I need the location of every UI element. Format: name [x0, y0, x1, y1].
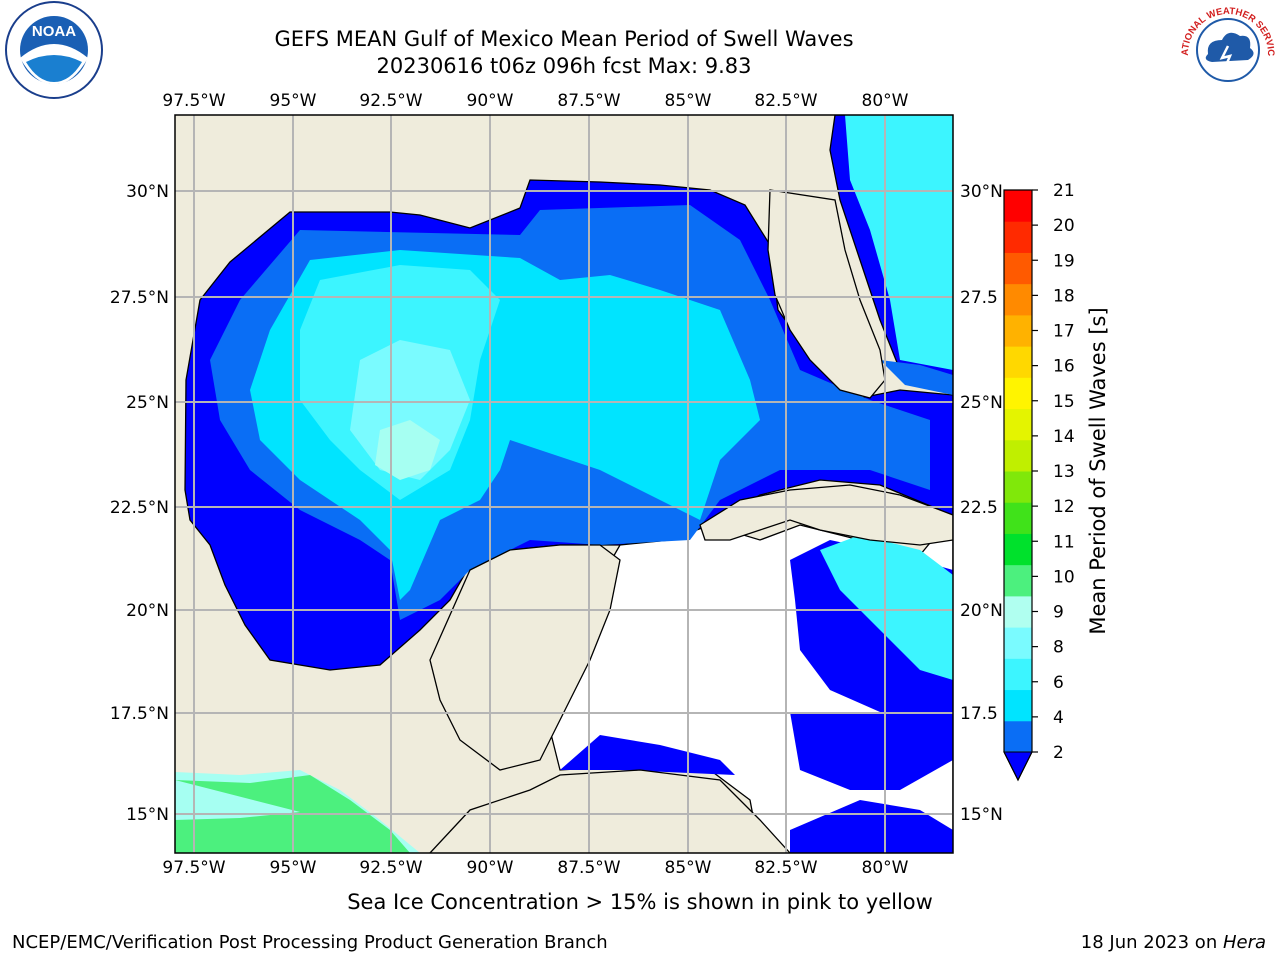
footer-host: Hera	[1222, 932, 1266, 953]
lat-tick-label-left: 20°N	[126, 601, 169, 621]
colorbar-tick-label: 6	[1053, 673, 1064, 693]
honduras-blue	[560, 735, 735, 775]
nws-logo: NATIONAL WEATHER SERVICE	[1178, 2, 1276, 96]
caribbean-cyan	[820, 535, 953, 680]
atlantic-cyan-2	[880, 360, 953, 395]
lon-tick-label-top: 97.5°W	[162, 91, 225, 111]
sea-ice-note-text: Sea Ice Concentration > 15% is shown in …	[347, 890, 933, 914]
lon-tick-label-bottom: 97.5°W	[162, 858, 225, 878]
map-frame	[174, 114, 954, 854]
lat-tick-label-left: 15°N	[126, 805, 169, 825]
lon-tick-label-bottom: 85°W	[665, 858, 712, 878]
caribbean-blue-south	[790, 712, 953, 790]
colorbar-extend-triangle	[1003, 751, 1033, 782]
lon-tick-label-top: 92.5°W	[359, 91, 422, 111]
colorbar-tick-label: 20	[1053, 216, 1075, 236]
colorbar-tick-label: 4	[1053, 708, 1064, 728]
lat-tick-label-right: 15°N	[960, 805, 1003, 825]
colorbar-tick-label: 15	[1053, 392, 1075, 412]
colorbar-tick-label: 13	[1053, 462, 1075, 482]
lon-tick-label-bottom: 90°W	[467, 858, 514, 878]
colorbar-segment	[1004, 346, 1032, 378]
colorbar-segment	[1004, 502, 1032, 534]
lon-tick-label-top: 82.5°W	[754, 91, 817, 111]
footer-credit: NCEP/EMC/Verification Post Processing Pr…	[12, 932, 608, 953]
colorbar-tick-label: 14	[1053, 427, 1075, 447]
colorbar-segment	[1004, 314, 1032, 347]
colorbar-frame	[1003, 189, 1033, 782]
colorbar-ticks: 21 20 19 18 17 16 15 14 13 12 11 10 9 8 6 4 2	[1032, 181, 1075, 763]
footer-date: 18 Jun 2023 on Hera	[1081, 932, 1266, 953]
lat-tick-label-right: 17.5	[960, 704, 998, 724]
lon-labels-top: 97.5°W 95°W 92.5°W 90°W 87.5°W 85°W 82.5°W 80°W	[162, 91, 908, 111]
lat-tick-label-left: 22.5°N	[110, 498, 169, 518]
colorbar-segment	[1004, 377, 1032, 410]
colorbar-tick-label: 18	[1053, 286, 1075, 306]
colorbar-segment	[1004, 283, 1032, 316]
lat-tick-label-right: 25°N	[960, 393, 1003, 413]
colorbar-tick-label: 12	[1053, 497, 1075, 517]
colorbar-tick-label: 8	[1053, 638, 1064, 658]
noaa-logo-text: NOAA	[32, 23, 76, 40]
colorbar-segment	[1004, 471, 1032, 503]
colorbar-segment	[1004, 533, 1032, 566]
lon-tick-label-bottom: 95°W	[270, 858, 317, 878]
cuba-land	[699, 484, 953, 546]
chart-title: GEFS MEAN Gulf of Mexico Mean Period of …	[274, 27, 854, 51]
lon-tick-label-top: 80°W	[862, 91, 909, 111]
lat-tick-label-left: 17.5°N	[110, 704, 169, 724]
colorbar-tick-label: 16	[1053, 357, 1075, 377]
lon-tick-label-bottom: 87.5°W	[557, 858, 620, 878]
colorbar-tick-label: 10	[1053, 567, 1075, 587]
atlantic-cyan	[845, 115, 953, 370]
colorbar-segment	[1004, 720, 1032, 753]
colorbar-segment	[1004, 221, 1032, 253]
colorbar-segment	[1004, 658, 1032, 691]
colorbar-segment	[1004, 564, 1032, 597]
colorbar-tick-label: 11	[1053, 532, 1075, 552]
lat-tick-label-right: 27.5	[960, 288, 998, 308]
colorbar-tick-label: 17	[1053, 322, 1075, 342]
map-area	[175, 115, 953, 853]
lon-tick-label-top: 90°W	[467, 91, 514, 111]
colorbar-segment	[1004, 408, 1032, 441]
lon-tick-label-top: 87.5°W	[557, 91, 620, 111]
lat-tick-label-left: 30°N	[126, 182, 169, 202]
florida-land	[767, 189, 886, 399]
lon-tick-label-top: 95°W	[270, 91, 317, 111]
colorbar	[1003, 189, 1033, 782]
sea-ice-note: Sea Ice Concentration > 15% is shown in …	[0, 890, 1280, 914]
colorbar-tick-label: 21	[1053, 181, 1075, 201]
footer-date-text: 18 Jun 2023 on	[1080, 932, 1223, 953]
chart-subtitle: 20230616 t06z 096h fcst Max: 9.83	[376, 54, 752, 78]
lat-tick-label-left: 25°N	[126, 393, 169, 413]
lat-tick-label-right: 30°N	[960, 182, 1003, 202]
colorbar-tick-label: 2	[1053, 743, 1064, 763]
colorbar-segment	[1004, 439, 1032, 472]
colorbar-segment	[1004, 595, 1032, 628]
noaa-logo: NOAA	[5, 1, 103, 99]
lon-tick-label-bottom: 80°W	[862, 858, 909, 878]
lon-tick-label-bottom: 92.5°W	[359, 858, 422, 878]
colorbar-tick-label: 9	[1053, 603, 1064, 623]
colorbar-segment	[1004, 627, 1032, 659]
lon-labels-bottom: 97.5°W 95°W 92.5°W 90°W 87.5°W 85°W 82.5°W 80°W	[162, 858, 908, 878]
colorbar-segment	[1004, 689, 1032, 722]
colorbar-segment	[1004, 252, 1032, 285]
lon-tick-label-top: 85°W	[665, 91, 712, 111]
lat-labels-right: 30°N 27.5 25°N 22.5 20°N 17.5 15°N	[960, 182, 1003, 825]
lat-tick-label-right: 20°N	[960, 601, 1003, 621]
lat-labels-left: 30°N 27.5°N 25°N 22.5°N 20°N 17.5°N 15°N	[110, 182, 169, 825]
graticule	[175, 115, 953, 853]
colorbar-label: Mean Period of Swell Waves [s]	[1086, 307, 1110, 634]
lat-tick-label-right: 22.5	[960, 498, 998, 518]
lat-tick-label-left: 27.5°N	[110, 288, 169, 308]
colorbar-tick-label: 19	[1053, 251, 1075, 271]
colorbar-segment	[1004, 190, 1032, 222]
lon-tick-label-bottom: 82.5°W	[754, 858, 817, 878]
